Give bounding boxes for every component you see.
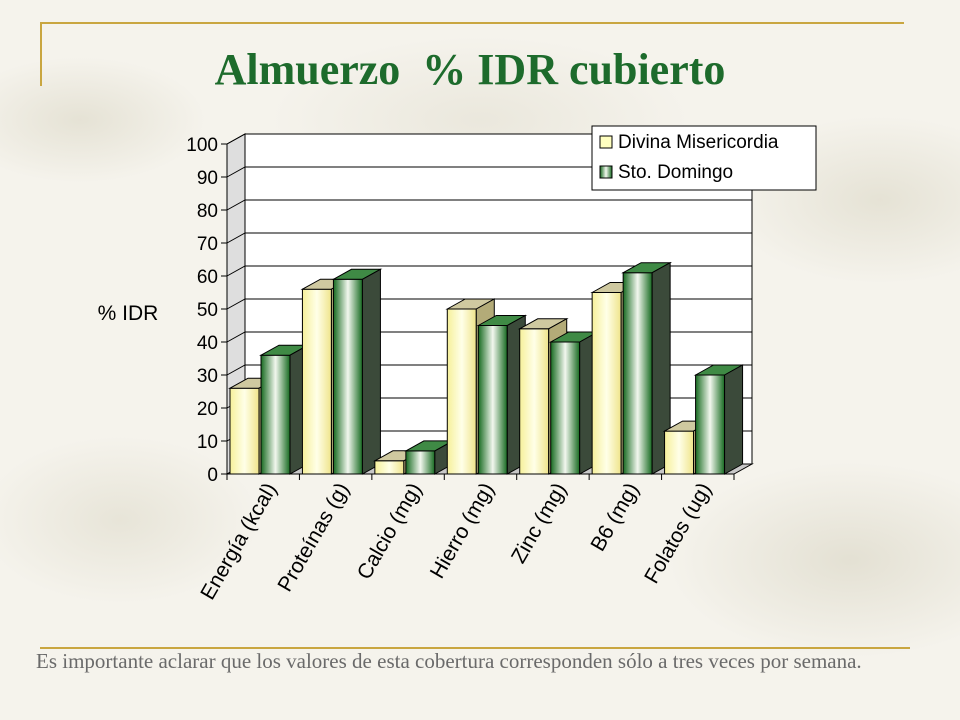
bar-front: [477, 325, 508, 475]
y-tick-label: 90: [197, 168, 218, 189]
bar-front: [622, 272, 653, 475]
bar-front: [260, 354, 291, 475]
legend-box: [591, 125, 817, 191]
x-tick-label: Calcio (mg): [353, 479, 427, 583]
bar-front: [519, 328, 550, 475]
bar-front: [405, 450, 436, 475]
gridline: [226, 166, 752, 178]
bar-front: [229, 387, 260, 475]
y-tick-label: 70: [197, 234, 218, 255]
footnote: Es importante aclarar que los valores de…: [36, 649, 862, 673]
y-tick-label: 80: [197, 201, 218, 222]
y-tick-label: 0: [207, 465, 218, 486]
bar-front: [695, 374, 726, 475]
gridline: [226, 133, 752, 145]
legend-label: Divina Misericordia: [618, 132, 779, 153]
x-tick-label: Energía (kcal): [196, 479, 281, 604]
y-tick-label: 40: [197, 333, 218, 354]
y-tick-label: 10: [197, 432, 218, 453]
legend-swatch: [599, 165, 613, 179]
bar-front: [591, 292, 622, 475]
gridline: [226, 298, 752, 310]
x-tick-label: Folatos (ug): [640, 479, 716, 588]
gridline: [226, 199, 752, 211]
legend-label: Sto. Domingo: [618, 162, 733, 183]
y-tick-label: 20: [197, 399, 218, 420]
bar-front: [301, 288, 332, 475]
x-tick-label: Zinc (mg): [507, 479, 571, 567]
top-rule: [40, 22, 904, 24]
page-title: Almuerzo % IDR cubierto: [214, 45, 726, 94]
bar-front: [446, 308, 477, 475]
y-tick-label: 30: [197, 366, 218, 387]
bar-front: [664, 430, 695, 475]
x-tick-label: Hierro (mg): [426, 479, 499, 582]
x-tick-label: B6 (mg): [586, 479, 643, 555]
bar-chart: 0 10 20 30 40 50 60 70 80 90 100 % IDR Energía (kcal…: [98, 125, 817, 604]
bar-side: [361, 268, 381, 475]
y-tick-label: 50: [197, 300, 218, 321]
gridline: [226, 232, 752, 244]
bar-side: [724, 364, 744, 475]
legend-swatch: [599, 135, 613, 149]
bar-front: [374, 460, 405, 475]
bar-front: [332, 278, 363, 475]
bar-front: [550, 341, 581, 475]
gridline: [226, 265, 752, 277]
y-tick-label: 100: [186, 135, 218, 156]
x-tick-label: Proteínas (g): [273, 479, 354, 596]
bottom-rule: [40, 647, 910, 649]
y-axis-label: % IDR: [98, 302, 159, 325]
y-tick-label: 60: [197, 267, 218, 288]
left-rule: [40, 22, 42, 86]
